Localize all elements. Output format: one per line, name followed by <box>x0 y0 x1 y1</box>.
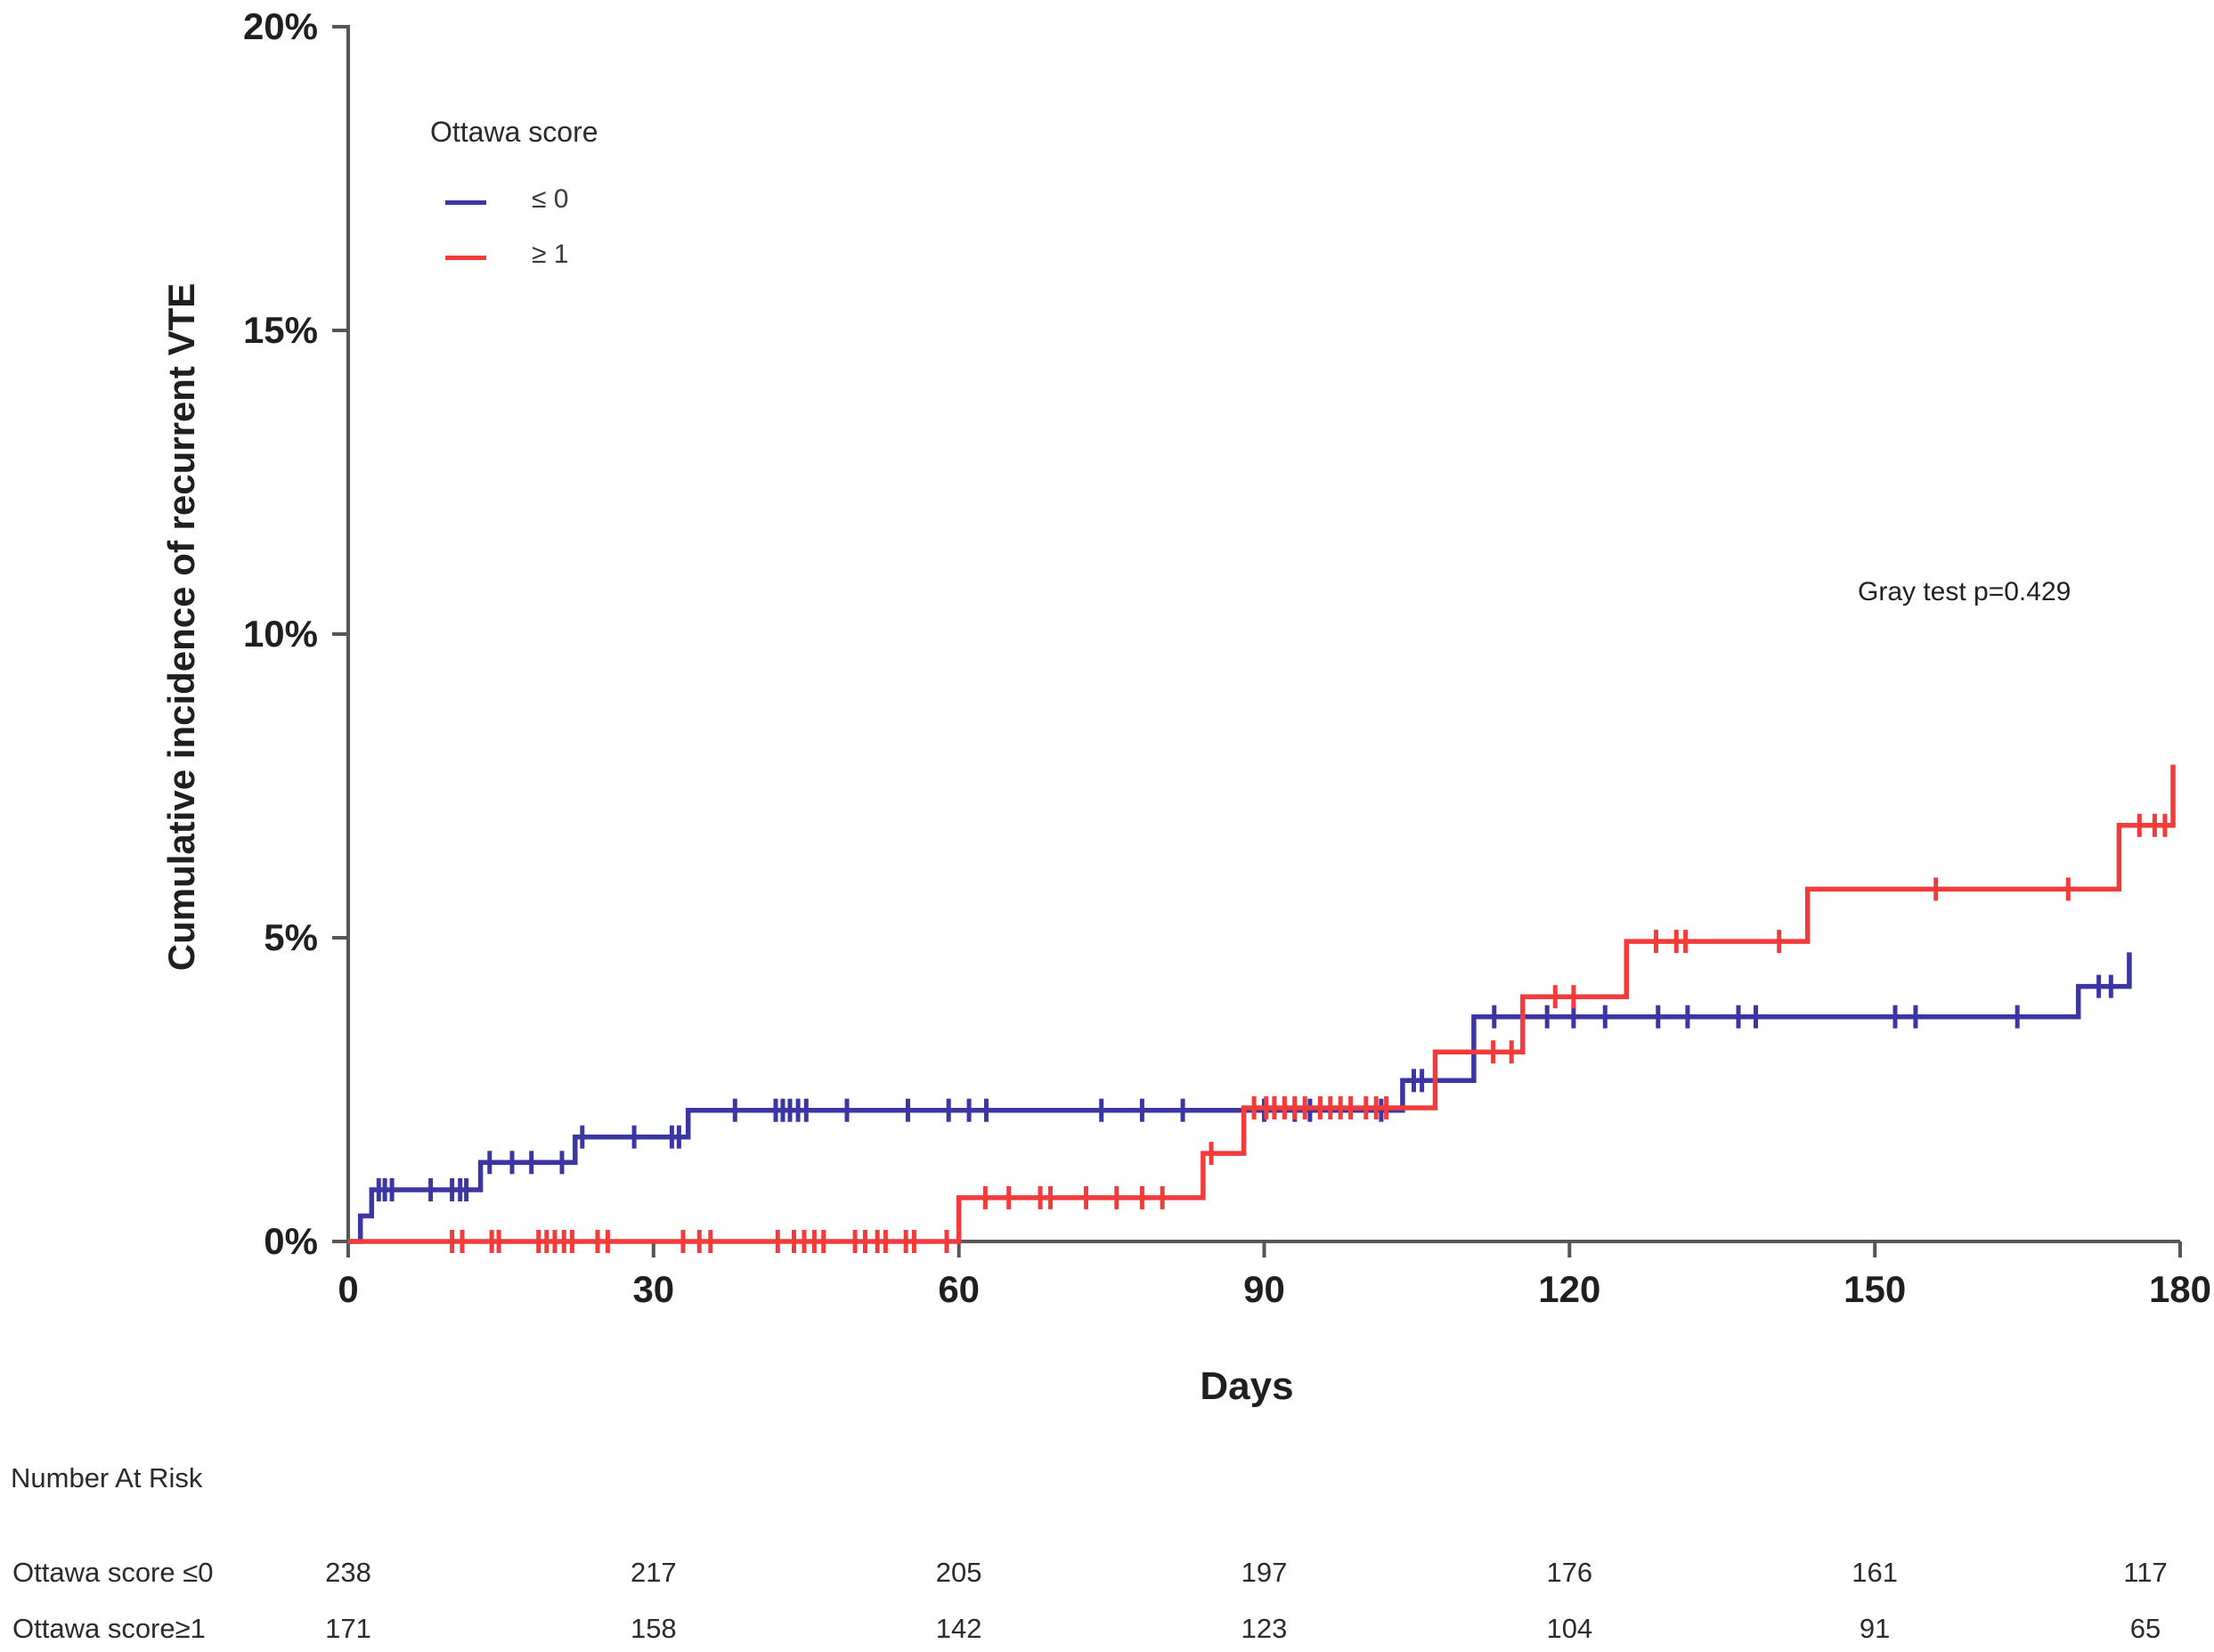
risk-value: 205 <box>935 1557 982 1588</box>
y-tick-label: 20% <box>243 5 318 47</box>
x-tick-label: 0 <box>338 1268 358 1310</box>
series-curve <box>348 764 2176 1244</box>
x-tick-label: 120 <box>1538 1268 1600 1310</box>
legend-title: Ottawa score <box>430 116 598 148</box>
series-curve <box>348 952 2132 1244</box>
risk-value: 158 <box>630 1613 677 1644</box>
x-tick-label: 90 <box>1243 1268 1285 1310</box>
legend-line-swatch-blue <box>445 200 486 205</box>
risk-value: 176 <box>1546 1557 1593 1588</box>
risk-value: 117 <box>2123 1557 2168 1588</box>
x-tick-label: 180 <box>2149 1268 2211 1310</box>
x-axis-title: Days <box>1200 1364 1294 1408</box>
risk-row-label-score-le-0: Ottawa score ≤0 <box>12 1557 214 1588</box>
risk-value: 197 <box>1241 1557 1288 1588</box>
risk-value: 142 <box>935 1613 982 1644</box>
risk-row-label-score-ge-1: Ottawa score≥1 <box>12 1613 206 1644</box>
cumulative-incidence-plot: 0% 5% 10% 15% 20% 0 30 60 90 120 150 180 <box>243 5 2211 1310</box>
risk-value: 171 <box>325 1613 371 1644</box>
risk-value: 238 <box>325 1557 371 1588</box>
x-tick-label: 150 <box>1844 1268 1906 1310</box>
y-tick-label: 5% <box>264 916 318 958</box>
risk-value: 123 <box>1241 1613 1288 1644</box>
x-tick-label: 30 <box>632 1268 674 1310</box>
y-tick-label: 0% <box>264 1220 318 1262</box>
legend-label: ≤ 0 <box>532 184 569 214</box>
gray-test-annotation: Gray test p=0.429 <box>1858 577 2072 606</box>
y-axis-title: Cumulative incidence of recurrent VTE <box>160 282 202 972</box>
risk-value: 65 <box>2129 1613 2161 1644</box>
legend-item-score-ge-1: ≥ 1 <box>430 234 598 289</box>
legend-label: ≥ 1 <box>532 240 569 269</box>
risk-value: 161 <box>1852 1557 1899 1588</box>
legend: Ottawa score ≤ 0 ≥ 1 <box>430 116 598 289</box>
y-tick-label: 10% <box>243 613 318 655</box>
legend-line-swatch-red <box>445 256 486 260</box>
number-at-risk-title: Number At Risk <box>11 1462 203 1493</box>
risk-value: 217 <box>630 1557 677 1588</box>
risk-value: 104 <box>1546 1613 1593 1644</box>
risk-value: 91 <box>1859 1613 1891 1644</box>
y-tick-label: 15% <box>243 309 318 351</box>
x-tick-label: 60 <box>938 1268 980 1310</box>
legend-item-score-le-0: ≤ 0 <box>430 179 598 234</box>
